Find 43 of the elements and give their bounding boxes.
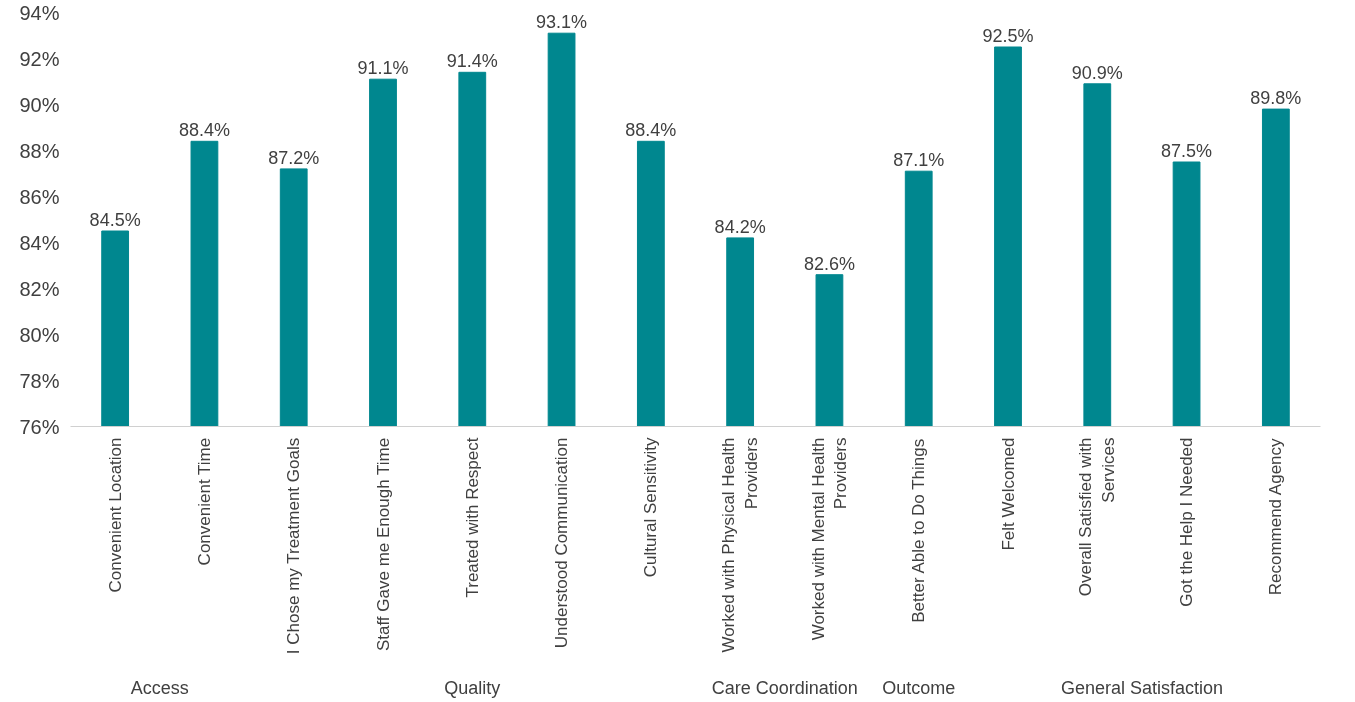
data-label: 89.8% xyxy=(1250,88,1302,109)
data-label: 84.2% xyxy=(714,216,766,237)
x-tick-label: Got the Help I Needed xyxy=(1177,437,1197,607)
data-label: 92.5% xyxy=(982,26,1034,46)
data-label: 93.1% xyxy=(536,12,588,33)
x-tick-label: Felt Welcomed xyxy=(998,437,1018,551)
y-tick-label: 92% xyxy=(19,47,60,70)
y-tick-label: 88% xyxy=(19,139,60,162)
y-tick-label: 94% xyxy=(19,1,60,24)
data-label: 91.1% xyxy=(357,58,409,79)
y-tick-label: 78% xyxy=(19,369,60,392)
x-tick-label: Better Able to Do Things xyxy=(909,438,929,623)
y-tick-label: 84% xyxy=(19,231,60,254)
text: Quality xyxy=(444,677,501,698)
y-tick-label: 86% xyxy=(19,185,60,208)
text: General Satisfaction xyxy=(1060,677,1223,698)
y-tick-label: 76% xyxy=(19,415,60,438)
data-label: 87.2% xyxy=(268,147,320,168)
x-tick-label: Staff Gave me Enough Time xyxy=(373,437,393,652)
x-tick-label: Cultural Sensitivity xyxy=(641,437,661,578)
data-label: 88.4% xyxy=(178,120,230,141)
x-tick-label: Convenient Location xyxy=(105,437,125,593)
data-label: 82.6% xyxy=(803,253,855,274)
x-tick-label: Convenient Time xyxy=(194,437,214,566)
y-tick-label: 80% xyxy=(19,323,60,346)
text: Access xyxy=(130,677,189,698)
text: Care Coordination xyxy=(711,677,858,698)
x-tick-label: Overall Satisfied with Services xyxy=(1076,437,1119,597)
text: Outcome xyxy=(882,677,956,698)
data-label: 91.4% xyxy=(446,51,498,72)
y-tick-label: 90% xyxy=(19,93,60,116)
data-label: 87.1% xyxy=(893,150,945,171)
data-label: 87.5% xyxy=(1161,141,1213,161)
data-label: 88.4% xyxy=(625,120,677,141)
y-tick-label: 82% xyxy=(19,277,60,300)
x-tick-label: I Chose my Treatment Goals xyxy=(284,437,304,655)
x-tick-label: Recommend Agency xyxy=(1266,437,1286,596)
x-tick-label: Understood Communication xyxy=(552,437,572,649)
data-label: 84.5% xyxy=(89,210,141,230)
x-tick-label: Worked with Mental Health Providers xyxy=(808,437,851,641)
x-tick-label: Worked with Physical Health Providers xyxy=(719,437,762,653)
data-label: 90.9% xyxy=(1071,62,1123,83)
x-tick-label: Treated with Respect xyxy=(462,437,482,598)
